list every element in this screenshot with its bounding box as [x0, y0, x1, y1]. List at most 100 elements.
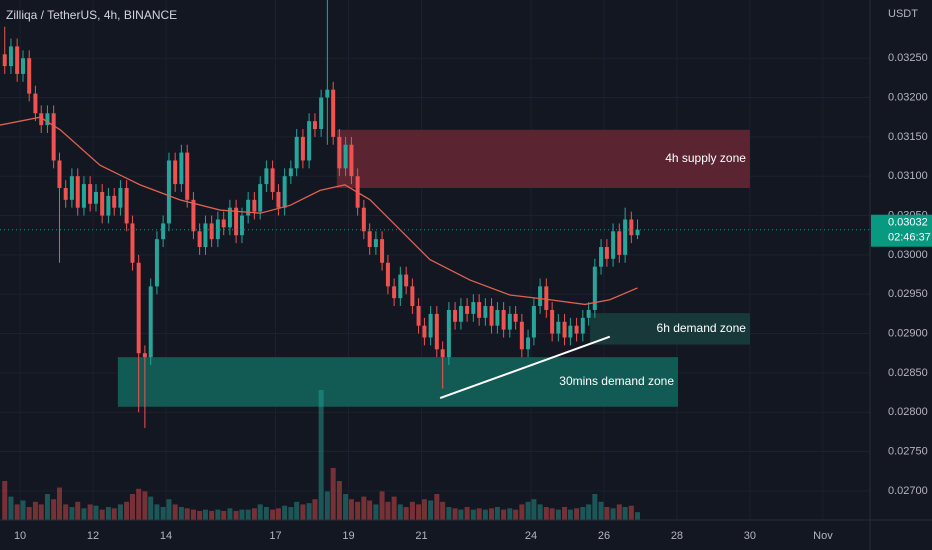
- y-tick-label: 0.02700: [888, 485, 928, 497]
- candle-body: [246, 199, 251, 216]
- volume-bar: [20, 500, 26, 520]
- volume-bar: [494, 507, 500, 520]
- volume-bar: [38, 504, 44, 520]
- y-tick-label: 0.03200: [888, 91, 928, 103]
- candle-body: [33, 93, 38, 114]
- candle-body: [15, 46, 20, 74]
- volume-bar: [604, 507, 610, 520]
- candle-body: [2, 54, 7, 67]
- volume-bar: [8, 496, 14, 520]
- volume-bar: [51, 499, 57, 520]
- volume-bar: [233, 510, 239, 520]
- candle-body: [227, 207, 232, 228]
- trendline: [439, 335, 611, 400]
- volume-bar: [549, 508, 555, 520]
- candle-body: [20, 58, 25, 74]
- last-price-label: 0.03032: [888, 217, 928, 229]
- volume-bar: [166, 499, 172, 520]
- volume-bar: [446, 507, 452, 520]
- x-tick-label: 12: [87, 530, 99, 542]
- countdown-label: 02:46:37: [888, 232, 931, 244]
- volume-bar: [14, 504, 20, 520]
- volume-bar: [562, 507, 568, 520]
- candle-body: [203, 223, 208, 248]
- volume-bar: [330, 468, 336, 520]
- candle-body: [288, 168, 293, 177]
- candle-body: [398, 274, 403, 299]
- x-tick-label: 30: [744, 530, 756, 542]
- candle-body: [489, 306, 494, 326]
- candle-body: [63, 188, 68, 200]
- candle-body: [392, 286, 397, 299]
- volume-bar: [616, 504, 622, 520]
- candle-body: [106, 195, 111, 216]
- volume-bar: [239, 509, 245, 520]
- candle-body: [161, 223, 166, 240]
- volume-bar: [251, 508, 257, 520]
- volume-bar: [519, 504, 525, 520]
- candle-body: [282, 176, 287, 208]
- candle-body: [544, 286, 549, 310]
- volume-bar: [428, 500, 434, 520]
- volume-bar: [440, 501, 446, 520]
- volume-bar: [178, 507, 184, 520]
- volume-bar: [209, 510, 215, 520]
- volume-bar: [373, 504, 379, 520]
- volume-bar: [111, 508, 117, 520]
- volume-bar: [270, 509, 276, 520]
- volume-bar: [2, 481, 8, 520]
- candle-body: [154, 239, 159, 287]
- volume-bar: [355, 501, 361, 520]
- candle-body: [124, 188, 129, 224]
- volume-bar: [416, 504, 422, 520]
- volume-bar: [336, 481, 342, 520]
- y-tick-label: 0.02750: [888, 445, 928, 457]
- x-tick-label: 21: [415, 530, 427, 542]
- candle-body: [568, 325, 573, 338]
- candle-body: [586, 309, 591, 318]
- candle-body: [300, 136, 305, 161]
- candle-body: [252, 199, 257, 212]
- candle-body: [501, 309, 506, 330]
- candle-body: [507, 313, 512, 330]
- candle-body: [166, 160, 171, 224]
- volume-bar: [635, 512, 641, 520]
- candle-body: [57, 160, 62, 189]
- zone: [336, 129, 750, 189]
- volume-bar: [245, 509, 251, 520]
- candle-body: [51, 113, 56, 161]
- y-tick-label: 0.03000: [888, 249, 928, 261]
- candle-body: [416, 306, 421, 326]
- volume-bar: [586, 504, 592, 520]
- candle-body: [367, 231, 372, 248]
- candle-body: [617, 231, 622, 255]
- candle-body: [599, 247, 604, 267]
- candle-body: [349, 144, 354, 177]
- candle-body: [331, 89, 336, 137]
- candle-body: [592, 266, 597, 310]
- candle-body: [264, 168, 269, 185]
- candle-body: [623, 219, 628, 255]
- x-tick-label: 28: [671, 530, 683, 542]
- candle-body: [453, 309, 458, 322]
- volume-bar: [282, 505, 288, 520]
- volume-bar: [154, 504, 160, 520]
- candle-body: [27, 58, 32, 94]
- candle-body: [373, 239, 378, 248]
- candle-body: [410, 286, 415, 307]
- y-tick-label: 0.03250: [888, 52, 928, 64]
- y-tick-label: 0.02900: [888, 327, 928, 339]
- volume-bar: [93, 505, 99, 520]
- zone: [117, 357, 679, 407]
- candle-body: [312, 121, 317, 130]
- candle-body: [100, 191, 105, 216]
- y-tick-label: 0.02950: [888, 288, 928, 300]
- volume-bar: [434, 494, 440, 520]
- candle-body: [604, 247, 609, 259]
- candle-body: [434, 313, 439, 350]
- volume-bar: [397, 504, 403, 520]
- overlays: 4h supply zone 6h demand zone 30mins deman…: [0, 116, 870, 400]
- volume-bar: [202, 509, 208, 520]
- volume-bar: [227, 508, 233, 520]
